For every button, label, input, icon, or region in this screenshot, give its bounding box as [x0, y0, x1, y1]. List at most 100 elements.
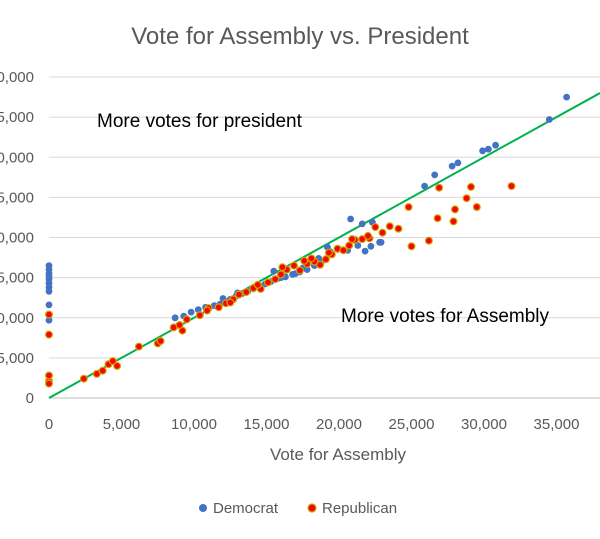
republican-point	[472, 203, 481, 212]
republican-point	[433, 214, 442, 223]
democrat-point	[187, 308, 195, 316]
republican-point	[264, 278, 273, 287]
legend-democrat-label: Democrat	[213, 500, 279, 517]
democrat-point	[354, 242, 362, 249]
x-tick-label: 0	[45, 416, 53, 433]
republican-point	[44, 371, 53, 380]
y-tick-label: 10,000	[0, 310, 34, 327]
republican-point	[290, 261, 299, 270]
democrat-point	[563, 93, 570, 101]
legend-republican-label: Republican	[322, 500, 397, 517]
republican-point	[394, 224, 403, 233]
democrat-point	[431, 171, 439, 179]
republican-point	[182, 315, 191, 324]
republican-point	[507, 182, 516, 191]
republican-point	[462, 194, 471, 203]
democrat-point	[367, 242, 375, 250]
republican-point	[98, 366, 107, 375]
legend-democrat-marker	[199, 504, 207, 512]
y-tick-label: 35,000	[0, 109, 34, 126]
republican-point	[451, 205, 460, 214]
republican-point	[467, 182, 476, 191]
data-points	[44, 93, 570, 388]
democrat-point	[347, 215, 354, 223]
republican-point	[214, 303, 223, 312]
republican-point	[307, 254, 316, 263]
republican-point	[253, 280, 262, 289]
republican-point	[348, 235, 357, 244]
republican-point	[316, 260, 325, 269]
y-tick-labels: 0 5,000 10,000 15,000 20,000 25,000 30,000 35,0…	[0, 69, 34, 407]
republican-point	[404, 203, 413, 212]
gridlines	[49, 76, 600, 359]
x-tick-label: 15,000	[244, 416, 290, 433]
democrat-point	[270, 267, 278, 275]
republican-point	[242, 288, 251, 297]
republican-point	[79, 374, 88, 383]
republican-point	[271, 275, 280, 284]
x-tick-label: 20,000	[316, 416, 362, 433]
y-tick-label: 30,000	[0, 149, 34, 166]
y-tick-label: 20,000	[0, 230, 34, 247]
republican-point	[113, 361, 122, 370]
democrat-point	[377, 238, 385, 246]
republican-point	[175, 321, 184, 330]
x-tick-label: 35,000	[534, 416, 580, 433]
republican-point	[385, 222, 394, 231]
republican-point	[378, 228, 387, 237]
republican-point	[300, 256, 309, 265]
democrat-point	[45, 301, 53, 309]
democrat-point	[454, 159, 462, 167]
x-tick-label: 5,000	[103, 416, 141, 433]
republican-point	[321, 255, 330, 264]
republican-point	[424, 236, 433, 245]
democrat-point	[358, 220, 366, 228]
democrat-point	[45, 287, 53, 295]
democrat-point	[45, 316, 53, 324]
republican-point	[108, 357, 117, 366]
democrat-point	[361, 247, 369, 255]
democrat-point	[545, 116, 553, 123]
x-tick-label: 10,000	[171, 416, 217, 433]
annotation-more-president: More votes for president	[97, 111, 303, 132]
republican-point	[203, 306, 212, 315]
republican-point	[324, 248, 333, 257]
x-tick-label: 25,000	[389, 416, 435, 433]
republican-point	[134, 342, 143, 351]
legend: Democrat Republican	[199, 500, 397, 517]
republican-point	[278, 263, 287, 272]
republican-point	[449, 217, 458, 226]
republican-point	[226, 298, 235, 307]
democrat-point	[492, 141, 499, 149]
democrat-point	[448, 162, 456, 170]
democrat-point	[485, 145, 492, 153]
y-tick-label: 15,000	[0, 270, 34, 287]
republican-point	[235, 290, 244, 299]
republican-point	[371, 223, 380, 232]
y-tick-label: 25,000	[0, 189, 34, 206]
republican-point	[44, 310, 53, 319]
chart-title: Vote for Assembly vs. President	[131, 23, 469, 50]
democrat-point	[479, 147, 486, 155]
y-tick-label: 40,000	[0, 69, 34, 86]
y-tick-label: 5,000	[0, 350, 34, 367]
x-axis-label: Vote for Assembly	[270, 445, 407, 464]
republican-point	[339, 246, 348, 255]
legend-republican-marker	[307, 503, 317, 513]
republican-point	[295, 266, 304, 275]
annotation-more-assembly: More votes for Assembly	[341, 306, 550, 327]
republican-point	[44, 379, 53, 388]
republican-point	[44, 330, 53, 339]
republican-point	[277, 270, 286, 279]
x-tick-labels: 0 5,000 10,000 15,000 20,000 25,000 30,000 35,0…	[45, 416, 580, 433]
democrat-point	[421, 182, 428, 190]
democrat-point	[171, 314, 179, 322]
republican-point	[156, 337, 165, 346]
republican-point	[407, 242, 416, 251]
republican-point	[435, 183, 444, 192]
y-tick-label: 0	[26, 390, 34, 407]
republican-point	[92, 369, 101, 378]
republican-point	[364, 231, 373, 240]
republican-point	[345, 241, 354, 250]
